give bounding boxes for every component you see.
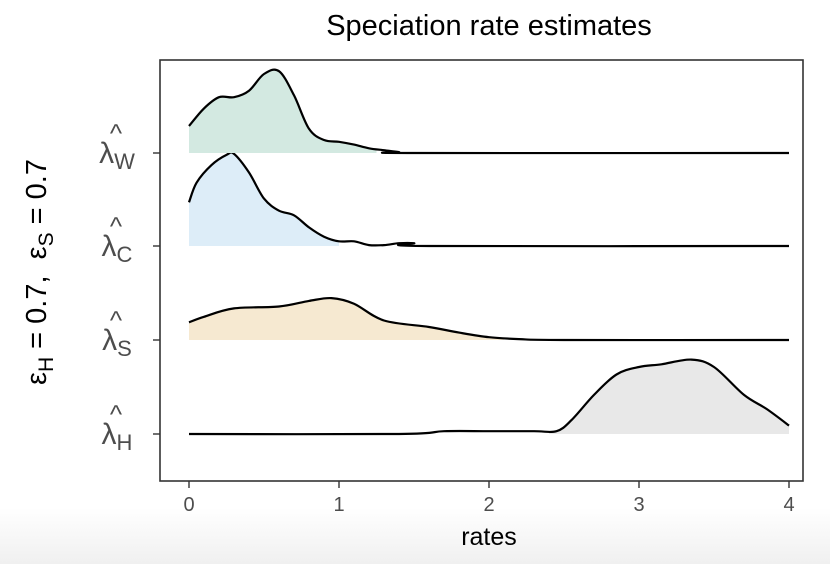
page-bottom-shade — [0, 508, 830, 564]
ridge-fill-c — [189, 152, 339, 246]
y-label-subscript: W — [114, 149, 135, 174]
y-label-symbol: λ — [102, 324, 117, 357]
y-label-subscript: C — [117, 242, 133, 267]
y-label-w: λW — [99, 137, 135, 174]
y-title-eq-h: = 0.7, — [21, 259, 53, 357]
ridge-line-w — [188, 68, 790, 155]
ridge-fill-h — [549, 359, 789, 434]
y-axis: ^λW^λC^λS^λH — [99, 118, 160, 455]
x-tick-label: 2 — [483, 494, 494, 516]
x-tick-label: 3 — [633, 494, 644, 516]
y-title-sub-h: H — [35, 357, 58, 372]
y-title-eps-h: ε — [21, 372, 53, 385]
x-tick-label: 0 — [183, 494, 194, 516]
x-tick-label: 1 — [333, 494, 344, 516]
y-label-hat-h: ^ — [110, 399, 123, 429]
x-axis-title: rates — [461, 523, 517, 551]
y-label-symbol: λ — [102, 230, 117, 263]
ridge-line-s — [188, 296, 790, 342]
y-axis-title: εH = 0.7, εS = 0.7 — [21, 159, 58, 385]
y-title-sub-s: S — [35, 232, 58, 246]
y-label-hat-c: ^ — [110, 211, 123, 241]
y-title-eps-s: ε — [21, 246, 53, 259]
ridges-group — [187, 68, 790, 436]
ridge-line-h — [188, 358, 790, 436]
y-label-subscript: H — [117, 430, 133, 455]
ridge-line-c — [187, 151, 790, 248]
y-label-subscript: S — [117, 336, 132, 361]
x-tick-label: 4 — [783, 494, 794, 516]
y-label-c: λC — [102, 230, 133, 267]
ridge-fill-w — [189, 69, 377, 153]
y-label-symbol: λ — [102, 418, 117, 451]
x-axis: 0 1 2 3 4 — [183, 481, 795, 516]
ridge-fill-s — [189, 298, 504, 340]
y-label-symbol: λ — [99, 137, 114, 170]
y-label-h: λH — [102, 418, 133, 455]
y-label-s: λS — [102, 324, 132, 361]
y-title-eq-s: = 0.7 — [21, 159, 53, 232]
chart-title: Speciation rate estimates — [326, 10, 652, 42]
y-label-hat-s: ^ — [110, 305, 123, 335]
plot-panel — [159, 59, 804, 482]
y-label-hat-w: ^ — [110, 118, 123, 148]
